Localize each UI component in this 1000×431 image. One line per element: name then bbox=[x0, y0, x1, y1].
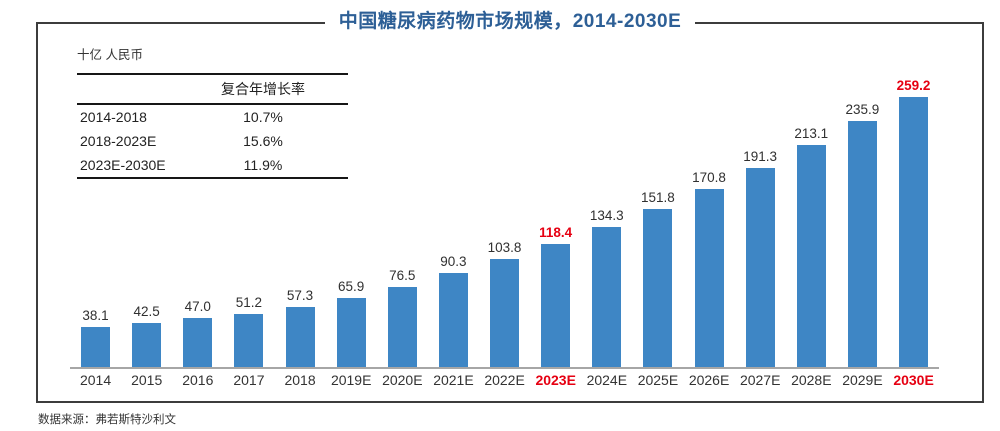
table-cell-period: 2023E-2030E bbox=[80, 157, 166, 173]
bar bbox=[796, 145, 826, 367]
source-note: 数据来源：弗若斯特沙利文 bbox=[38, 414, 176, 426]
chart-title-container: 中国糖尿病药物市场规模，2014-2030E bbox=[36, 9, 984, 34]
bar-column: 170.8 bbox=[684, 170, 735, 367]
bar-value-label: 47.0 bbox=[184, 299, 211, 314]
bar-value-label: 259.2 bbox=[896, 78, 931, 93]
bar bbox=[643, 209, 673, 367]
x-axis-label: 2016 bbox=[182, 372, 214, 388]
bar-column: 76.5 bbox=[377, 268, 428, 367]
bar-value-label: 90.3 bbox=[440, 254, 467, 269]
bar-column: 118.4 bbox=[530, 225, 581, 367]
table-cell-value: 11.9% bbox=[243, 157, 283, 173]
bar-column: 42.5 bbox=[121, 304, 172, 367]
table-row: 2018-2023E 15.6% bbox=[77, 129, 348, 153]
bar-value-label: 51.2 bbox=[235, 295, 263, 310]
bar-column: 47.0 bbox=[172, 299, 223, 367]
x-axis-label: 2026E bbox=[688, 372, 730, 388]
bar-column: 259.2 bbox=[888, 78, 939, 367]
bar bbox=[847, 121, 877, 367]
cagr-table-header: 复合年增长率 bbox=[221, 81, 305, 97]
cagr-table: 复合年增长率 2014-2018 10.7% 2018-2023E 15.6% 2023… bbox=[77, 73, 348, 179]
bar-value-label: 151.8 bbox=[640, 190, 675, 205]
bar bbox=[183, 318, 213, 367]
bar-column: 38.1 bbox=[70, 308, 121, 367]
bar bbox=[387, 287, 417, 367]
bar-column: 103.8 bbox=[479, 240, 530, 367]
bar-value-label: 65.9 bbox=[337, 279, 365, 294]
x-axis-label: 2020E bbox=[382, 372, 423, 388]
bar bbox=[899, 97, 928, 367]
x-axis-label: 2018 bbox=[284, 372, 316, 388]
bar bbox=[592, 227, 622, 367]
x-axis-label: 2021E bbox=[433, 372, 474, 388]
x-axis-label: 2014 bbox=[79, 372, 112, 388]
x-axis-label: 2030E bbox=[893, 372, 934, 388]
cagr-table-rows: 2014-2018 10.7% 2018-2023E 15.6% 2023E-2030E… bbox=[77, 105, 348, 177]
bar-column: 134.3 bbox=[581, 208, 632, 367]
x-axis-label: 2027E bbox=[739, 372, 781, 388]
x-axis-label: 2024E bbox=[586, 372, 628, 388]
table-row: 2023E-2030E 11.9% bbox=[77, 153, 348, 177]
bar-value-label: 118.4 bbox=[539, 225, 573, 240]
x-axis-label: 2017 bbox=[233, 372, 265, 388]
table-cell-value: 10.7% bbox=[243, 109, 283, 125]
bar bbox=[336, 298, 366, 367]
bar-value-label: 76.5 bbox=[389, 268, 416, 283]
bar-plot: 38.1 42.5 47.0 51.2 57.3 65.9 76.5 90.3 103.8 118… bbox=[70, 60, 939, 367]
bar-column: 235.9 bbox=[837, 102, 888, 367]
bar-column: 191.3 bbox=[735, 149, 786, 367]
x-axis-label: 2015 bbox=[131, 372, 163, 388]
bar-value-label: 38.1 bbox=[82, 308, 109, 323]
chart-title: 中国糖尿病药物市场规模，2014-2030E bbox=[324, 9, 696, 34]
cagr-table-header-row: 复合年增长率 bbox=[77, 75, 348, 105]
bar bbox=[694, 189, 724, 367]
bar-column: 90.3 bbox=[428, 254, 479, 367]
bar bbox=[490, 259, 519, 367]
bar-column: 213.1 bbox=[786, 126, 837, 367]
bar-column: 51.2 bbox=[223, 295, 274, 367]
x-axis-labels: 2014 2015 2016 2017 2018 2019E 2020E 2021E 2022E… bbox=[70, 372, 939, 388]
bar-value-label: 235.9 bbox=[845, 102, 880, 117]
bar-value-label: 213.1 bbox=[794, 126, 829, 141]
bar-value-label: 191.3 bbox=[743, 149, 778, 164]
bar-value-label: 134.3 bbox=[589, 208, 624, 223]
x-axis-label: 2023E bbox=[535, 372, 576, 388]
bar bbox=[541, 244, 571, 367]
x-axis-label: 2025E bbox=[637, 372, 679, 388]
table-cell-value: 15.6% bbox=[243, 133, 283, 149]
bar bbox=[81, 327, 110, 367]
bar bbox=[285, 307, 315, 367]
x-axis-label: 2028E bbox=[791, 372, 832, 388]
bar-value-label: 57.3 bbox=[286, 288, 314, 303]
bar-value-label: 170.8 bbox=[692, 170, 726, 185]
bar-column: 57.3 bbox=[275, 288, 326, 367]
table-cell-period: 2014-2018 bbox=[80, 109, 147, 125]
x-axis-label: 2019E bbox=[330, 372, 372, 388]
bar bbox=[132, 323, 162, 367]
unit-label: 十亿 人民币 bbox=[77, 48, 143, 62]
bar bbox=[745, 168, 775, 367]
bar bbox=[438, 273, 468, 367]
x-axis-line bbox=[70, 367, 939, 369]
x-axis-label: 2022E bbox=[484, 372, 525, 388]
bar-column: 151.8 bbox=[632, 190, 683, 367]
table-row: 2014-2018 10.7% bbox=[77, 105, 348, 129]
bar-value-label: 103.8 bbox=[487, 240, 522, 255]
bar-column: 65.9 bbox=[326, 279, 377, 367]
bar-value-label: 42.5 bbox=[133, 304, 160, 319]
bar bbox=[234, 314, 264, 367]
x-axis-label: 2029E bbox=[842, 372, 883, 388]
table-cell-period: 2018-2023E bbox=[80, 133, 157, 149]
